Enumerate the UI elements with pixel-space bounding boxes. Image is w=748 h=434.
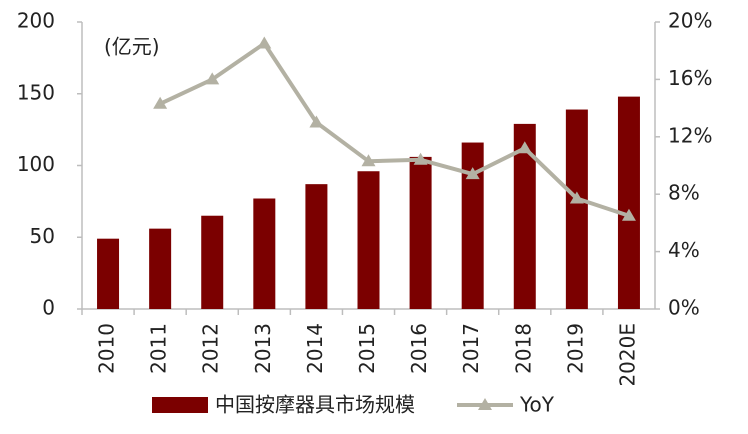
bar [97, 238, 120, 309]
y-tick-label: 0 [42, 296, 55, 320]
y2-tick-label: 16% [668, 66, 712, 90]
x-tick-label: 2017 [459, 323, 483, 374]
line [159, 41, 630, 218]
bar [149, 228, 172, 309]
line-marker [517, 141, 532, 154]
y-tick-label: 50 [30, 224, 55, 248]
bar [253, 198, 276, 309]
x-tick-label: 2013 [251, 323, 275, 374]
x-tick-label: 2011 [147, 323, 171, 374]
line-marker [257, 36, 272, 49]
bar [565, 109, 588, 309]
x-tick-label: 2015 [355, 323, 379, 374]
x-tick-label: 2014 [303, 323, 327, 374]
y-tick-label: 150 [17, 80, 55, 104]
unit-annotation: (亿元) [104, 35, 160, 59]
y2-tick-label: 4% [668, 238, 700, 262]
x-tick-label: 2018 [511, 323, 535, 374]
bar [201, 215, 224, 309]
line-marker [621, 208, 636, 221]
legend-label: YoY [519, 393, 555, 417]
bar [617, 96, 640, 310]
line-marker [361, 154, 376, 167]
y2-tick-label: 8% [668, 181, 700, 205]
line-marker [153, 96, 168, 109]
y-tick-label: 200 [17, 9, 55, 33]
line-marker [569, 191, 584, 204]
legend-label: 中国按摩器具市场规模 [215, 393, 415, 417]
line-marker [465, 167, 480, 180]
x-tick-label: 2019 [563, 323, 587, 374]
x-tick-label: 2020E [615, 323, 639, 387]
line-marker [413, 152, 428, 165]
y2-tick-label: 0% [668, 296, 700, 320]
bar [409, 156, 432, 309]
bar [305, 184, 328, 309]
x-tick-label: 2012 [199, 323, 223, 374]
y2-tick-label: 12% [668, 123, 712, 147]
y2-tick-label: 20% [668, 9, 712, 33]
line-marker [205, 72, 220, 85]
bar [461, 142, 484, 309]
legend-marker [478, 398, 492, 410]
y-tick-label: 100 [17, 152, 55, 176]
line-marker [309, 115, 324, 128]
x-tick-label: 2010 [95, 323, 119, 374]
bar [357, 171, 380, 309]
legend-swatch [152, 397, 208, 413]
bar [513, 123, 536, 309]
x-tick-label: 2016 [407, 323, 431, 374]
